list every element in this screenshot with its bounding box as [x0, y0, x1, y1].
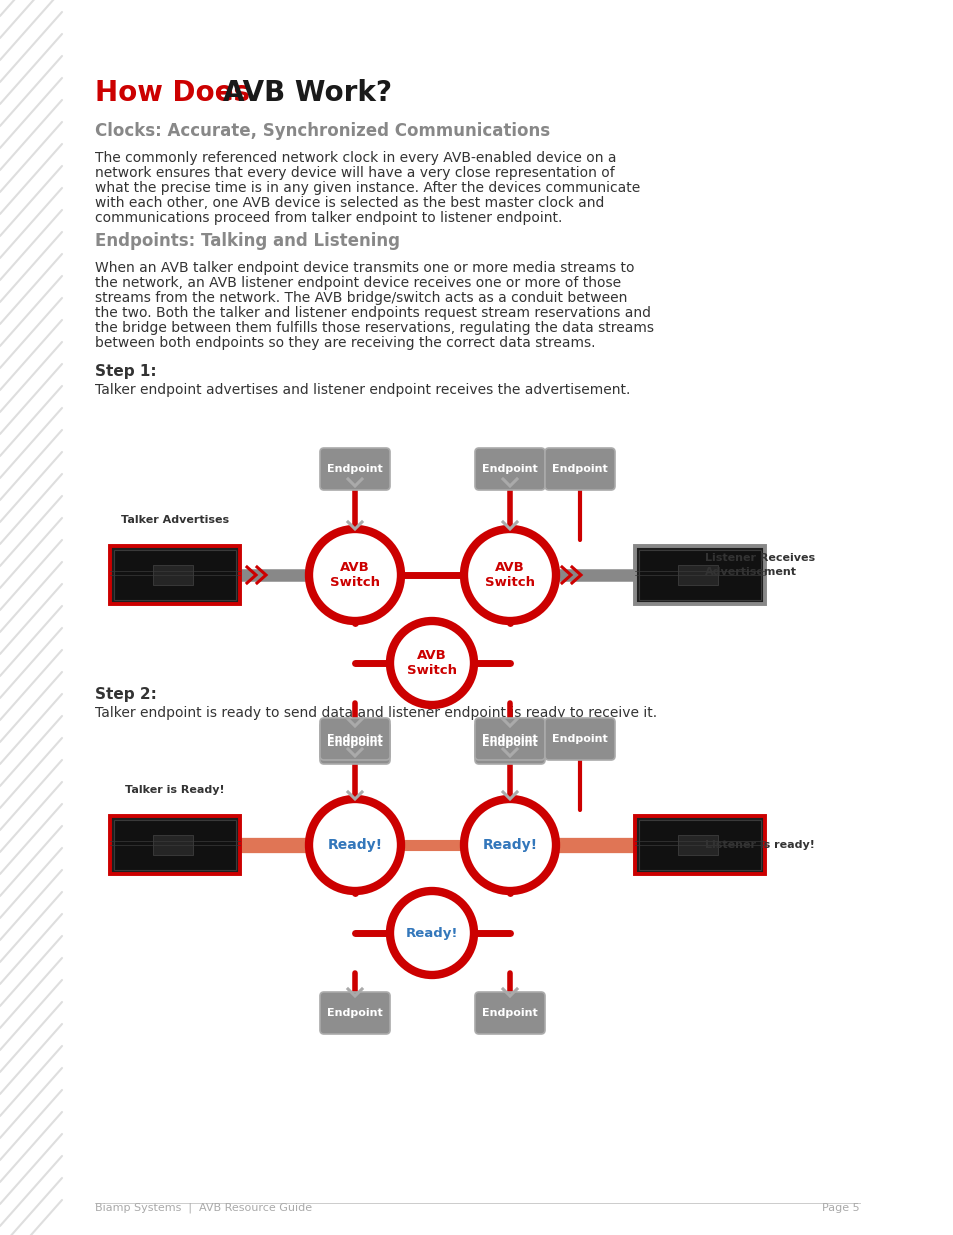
- Text: between both endpoints so they are receiving the correct data streams.: between both endpoints so they are recei…: [95, 336, 595, 350]
- FancyBboxPatch shape: [678, 564, 718, 585]
- Text: Ready!: Ready!: [482, 839, 537, 852]
- Text: with each other, one AVB device is selected as the best master clock and: with each other, one AVB device is selec…: [95, 196, 604, 210]
- Circle shape: [309, 529, 400, 621]
- Text: When an AVB talker endpoint device transmits one or more media streams to: When an AVB talker endpoint device trans…: [95, 261, 634, 275]
- Text: Endpoint: Endpoint: [327, 734, 382, 743]
- Text: Ready!: Ready!: [405, 926, 457, 940]
- Text: The commonly referenced network clock in every AVB-enabled device on a: The commonly referenced network clock in…: [95, 151, 616, 165]
- Text: Talker is Ready!: Talker is Ready!: [125, 785, 225, 795]
- Text: AVB
Switch: AVB Switch: [407, 650, 456, 677]
- FancyBboxPatch shape: [639, 820, 760, 869]
- Circle shape: [309, 799, 400, 890]
- Text: Clocks: Accurate, Synchronized Communications: Clocks: Accurate, Synchronized Communica…: [95, 122, 550, 140]
- Text: the network, an AVB listener endpoint device receives one or more of those: the network, an AVB listener endpoint de…: [95, 275, 620, 290]
- Circle shape: [390, 890, 474, 974]
- Text: Step 2:: Step 2:: [95, 687, 156, 701]
- FancyBboxPatch shape: [319, 718, 390, 760]
- FancyBboxPatch shape: [475, 718, 544, 760]
- FancyBboxPatch shape: [475, 992, 544, 1034]
- FancyBboxPatch shape: [113, 550, 235, 600]
- Text: the two. Both the talker and listener endpoints request stream reservations and: the two. Both the talker and listener en…: [95, 306, 650, 320]
- Text: How Does: How Does: [95, 79, 259, 107]
- FancyBboxPatch shape: [110, 816, 240, 874]
- FancyBboxPatch shape: [475, 448, 544, 490]
- Text: Talker endpoint advertises and listener endpoint receives the advertisement.: Talker endpoint advertises and listener …: [95, 383, 630, 396]
- Text: Endpoint: Endpoint: [552, 734, 607, 743]
- FancyBboxPatch shape: [319, 448, 390, 490]
- FancyBboxPatch shape: [113, 820, 235, 869]
- Text: Endpoint: Endpoint: [481, 1008, 537, 1018]
- Text: Endpoint: Endpoint: [327, 1008, 382, 1018]
- Text: Endpoint: Endpoint: [552, 464, 607, 474]
- FancyBboxPatch shape: [635, 816, 764, 874]
- FancyBboxPatch shape: [544, 718, 615, 760]
- Text: Step 1:: Step 1:: [95, 364, 156, 379]
- Circle shape: [463, 529, 556, 621]
- Text: the bridge between them fulfills those reservations, regulating the data streams: the bridge between them fulfills those r…: [95, 321, 654, 335]
- FancyBboxPatch shape: [152, 835, 193, 855]
- Text: Ready!: Ready!: [327, 839, 382, 852]
- Text: Talker endpoint is ready to send data and listener endpoint is ready to receive : Talker endpoint is ready to send data an…: [95, 706, 657, 720]
- FancyBboxPatch shape: [639, 550, 760, 600]
- FancyBboxPatch shape: [544, 448, 615, 490]
- Text: Listener Receives
Advertisement: Listener Receives Advertisement: [704, 553, 814, 577]
- FancyBboxPatch shape: [152, 564, 193, 585]
- Text: Biamp Systems  |  AVB Resource Guide: Biamp Systems | AVB Resource Guide: [95, 1203, 312, 1213]
- FancyBboxPatch shape: [319, 722, 390, 764]
- Text: AVB
Switch: AVB Switch: [330, 561, 379, 589]
- FancyBboxPatch shape: [475, 722, 544, 764]
- Circle shape: [463, 799, 556, 890]
- Text: Endpoint: Endpoint: [481, 739, 537, 748]
- Circle shape: [390, 621, 474, 705]
- FancyBboxPatch shape: [110, 546, 240, 604]
- Text: Endpoint: Endpoint: [481, 734, 537, 743]
- Text: Endpoints: Talking and Listening: Endpoints: Talking and Listening: [95, 232, 399, 249]
- Text: Talker Advertises: Talker Advertises: [121, 515, 229, 525]
- Text: streams from the network. The AVB bridge/switch acts as a conduit between: streams from the network. The AVB bridge…: [95, 291, 627, 305]
- FancyBboxPatch shape: [678, 835, 718, 855]
- FancyBboxPatch shape: [635, 546, 764, 604]
- Text: Endpoint: Endpoint: [327, 464, 382, 474]
- Text: Page 5: Page 5: [821, 1203, 859, 1213]
- Text: communications proceed from talker endpoint to listener endpoint.: communications proceed from talker endpo…: [95, 211, 561, 225]
- Text: Endpoint: Endpoint: [327, 739, 382, 748]
- FancyBboxPatch shape: [319, 992, 390, 1034]
- Text: AVB Work?: AVB Work?: [223, 79, 392, 107]
- Text: Listener is ready!: Listener is ready!: [704, 840, 814, 850]
- Text: AVB
Switch: AVB Switch: [484, 561, 535, 589]
- Text: network ensures that every device will have a very close representation of: network ensures that every device will h…: [95, 165, 614, 180]
- Text: Endpoint: Endpoint: [481, 464, 537, 474]
- Text: what the precise time is in any given instance. After the devices communicate: what the precise time is in any given in…: [95, 182, 639, 195]
